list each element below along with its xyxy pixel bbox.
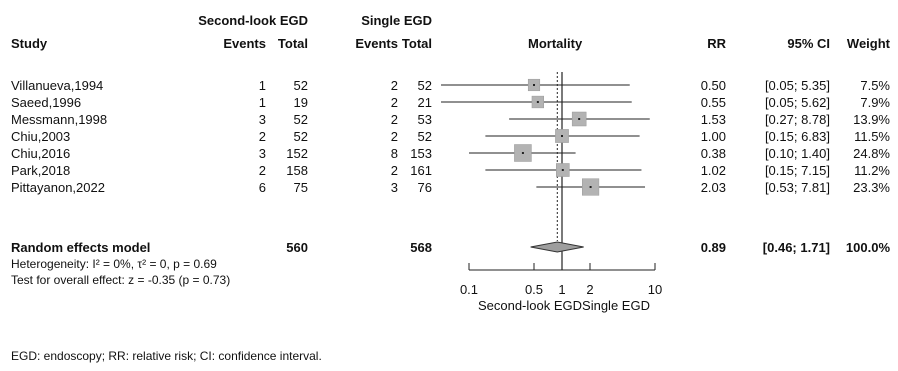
weight-cell: 13.9% [853, 112, 890, 127]
total1-cell: 19 [293, 95, 308, 110]
total2-cell: 53 [417, 112, 432, 127]
study-name: Messmann,1998 [11, 112, 108, 127]
ci-cell: [0.53; 7.81] [764, 180, 830, 195]
header-study: Study [11, 36, 48, 51]
rr-cell: 0.50 [700, 78, 726, 93]
ci-cell: [0.15; 7.15] [764, 163, 830, 178]
header-events2: Events [355, 36, 398, 51]
weight-cell: 11.2% [854, 163, 890, 178]
study-name: Chiu,2003 [11, 129, 71, 144]
ci-cell: [0.27; 8.78] [764, 112, 830, 127]
header-weight: Weight [846, 36, 890, 51]
x-tick-label: 1 [558, 282, 565, 297]
header-plot: Mortality [528, 36, 583, 51]
events1-cell: 2 [258, 163, 266, 178]
total2-cell: 52 [417, 78, 432, 93]
weight-cell: 7.9% [860, 95, 890, 110]
ci-cell: [0.05; 5.35] [764, 78, 830, 93]
weight-cell: 7.5% [860, 78, 890, 93]
events1-cell: 1 [258, 95, 266, 110]
ci-cell: [0.15; 6.83] [764, 129, 830, 144]
study-name: Pittayanon,2022 [11, 180, 105, 195]
events1-cell: 3 [258, 112, 266, 127]
events1-cell: 3 [258, 146, 266, 161]
pooled-label: Random effects model [11, 240, 151, 255]
total2-cell: 21 [417, 95, 432, 110]
total2-cell: 161 [410, 163, 432, 178]
events2-cell: 3 [390, 180, 398, 195]
events2-cell: 2 [390, 95, 398, 110]
total2-cell: 76 [417, 180, 432, 195]
events2-cell: 2 [390, 163, 398, 178]
heterogeneity-text: Heterogeneity: I² = 0%, τ² = 0, p = 0.69 [11, 257, 217, 271]
rr-cell: 1.02 [700, 163, 726, 178]
overall-test-text: Test for overall effect: z = -0.35 (p = … [11, 273, 231, 287]
footnote: EGD: endoscopy; RR: relative risk; CI: c… [11, 349, 322, 363]
events2-cell: 2 [390, 78, 398, 93]
weight-cell: 11.5% [854, 129, 890, 144]
header-total1: Total [277, 36, 308, 51]
point-estimate [589, 186, 592, 188]
point-estimate [533, 84, 536, 86]
x-label-right: Single EGD [582, 298, 650, 313]
point-estimate [578, 118, 581, 120]
total1-cell: 152 [286, 146, 308, 161]
ci-cell: [0.10; 1.40] [764, 146, 830, 161]
total1-cell: 52 [293, 78, 308, 93]
x-tick-label: 0.1 [460, 282, 478, 297]
events2-cell: 8 [390, 146, 398, 161]
x-tick-label: 2 [586, 282, 593, 297]
pooled-ci: [0.46; 1.71] [762, 240, 830, 255]
x-label-left: Second-look EGD [478, 298, 582, 313]
weight-cell: 23.3% [853, 180, 890, 195]
events1-cell: 1 [258, 78, 266, 93]
total1-cell: 75 [293, 180, 308, 195]
total1-cell: 52 [293, 112, 308, 127]
pooled-weight: 100.0% [845, 240, 890, 255]
study-name: Park,2018 [11, 163, 71, 178]
header-total2: Total [401, 36, 432, 51]
point-estimate [521, 152, 524, 154]
point-estimate [536, 101, 539, 103]
x-tick-label: 0.5 [525, 282, 543, 297]
rr-cell: 0.38 [700, 146, 726, 161]
total2-cell: 153 [410, 146, 432, 161]
header-events1: Events [223, 36, 266, 51]
study-name: Chiu,2016 [11, 146, 71, 161]
header-group2: Single EGD [361, 13, 432, 28]
study-name: Villanueva,1994 [11, 78, 104, 93]
events2-cell: 2 [390, 112, 398, 127]
ci-cell: [0.05; 5.62] [764, 95, 830, 110]
rr-cell: 2.03 [700, 180, 726, 195]
point-estimate [561, 135, 563, 137]
point-estimate [561, 169, 564, 171]
rr-cell: 1.00 [700, 129, 726, 144]
events2-cell: 2 [390, 129, 398, 144]
total1-cell: 158 [286, 163, 308, 178]
total2-cell: 52 [417, 129, 432, 144]
pooled-total1: 560 [286, 240, 308, 255]
study-name: Saeed,1996 [11, 95, 82, 110]
rr-cell: 0.55 [700, 95, 726, 110]
header-ci: 95% CI [787, 36, 830, 51]
events1-cell: 2 [258, 129, 266, 144]
rr-cell: 1.53 [700, 112, 726, 127]
x-tick-label: 10 [648, 282, 662, 297]
weight-cell: 24.8% [853, 146, 890, 161]
header-rr: RR [707, 36, 726, 51]
header-group1: Second-look EGD [198, 13, 308, 28]
pooled-rr: 0.89 [700, 240, 726, 255]
events1-cell: 6 [258, 180, 266, 195]
pooled-diamond [530, 241, 584, 253]
pooled-total2: 568 [410, 240, 432, 255]
total1-cell: 52 [293, 129, 308, 144]
